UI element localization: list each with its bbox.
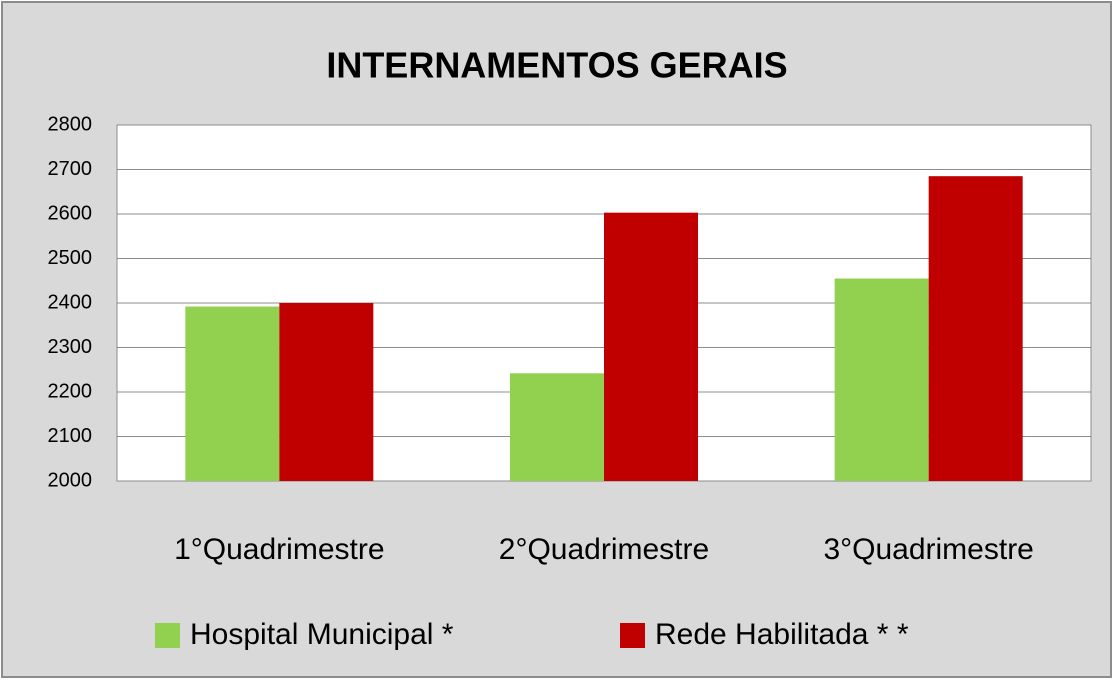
bar: [834, 278, 929, 481]
y-tick-label: 2000: [48, 469, 93, 491]
y-tick-label: 2500: [48, 247, 93, 269]
y-tick-label: 2400: [48, 291, 93, 313]
y-tick-label: 2600: [48, 202, 93, 224]
y-tick-label: 2800: [48, 113, 93, 135]
x-tick-label: 1°Quadrimestre: [174, 533, 384, 566]
y-tick-label: 2200: [48, 380, 93, 402]
bar: [185, 306, 280, 481]
chart-title: INTERNAMENTOS GERAIS: [326, 45, 787, 86]
bar: [604, 212, 698, 482]
y-tick-label: 2700: [48, 158, 93, 180]
bar: [279, 303, 374, 481]
bar: [928, 176, 1023, 482]
bar: [510, 373, 604, 481]
x-tick-label: 3°Quadrimestre: [823, 533, 1033, 566]
legend-swatch: [155, 623, 180, 648]
legend-swatch: [620, 623, 645, 648]
y-tick-label: 2300: [48, 336, 93, 358]
x-tick-label: 2°Quadrimestre: [499, 533, 709, 566]
legend-label: Rede Habilitada * *: [655, 618, 909, 651]
legend-label: Hospital Municipal *: [190, 618, 454, 651]
y-tick-label: 2100: [48, 425, 93, 447]
